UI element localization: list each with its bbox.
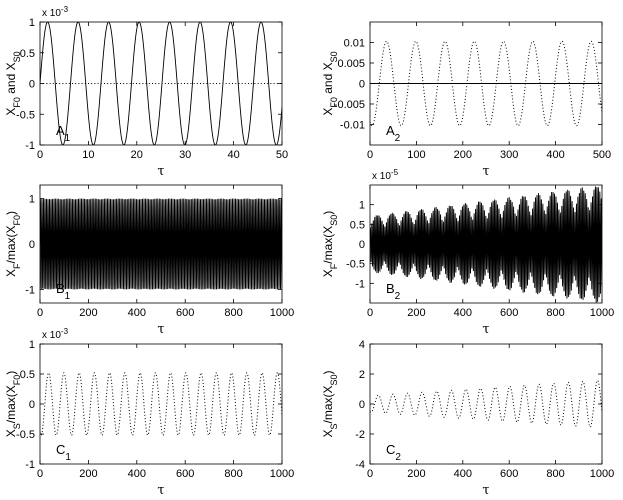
x-tick-label: 400 bbox=[454, 307, 472, 319]
x-tick-label: 600 bbox=[500, 468, 518, 480]
x-axis-label: τ bbox=[157, 322, 164, 337]
y-axis-label: XS/max(XS0) bbox=[321, 370, 339, 437]
y-tick-label: -1 bbox=[25, 459, 35, 471]
x-tick-label: 0 bbox=[367, 149, 373, 161]
y-axis-label: XF0 and XS0 bbox=[321, 51, 339, 115]
x-tick-label: 200 bbox=[407, 307, 425, 319]
x-tick-label: 200 bbox=[79, 468, 97, 480]
x-tick-label: 800 bbox=[546, 307, 564, 319]
y-tick-label: 1 bbox=[29, 194, 35, 206]
series-line-b2-0 bbox=[370, 186, 602, 303]
y-tick-label: 0 bbox=[359, 79, 365, 91]
y-tick-label: 0 bbox=[29, 79, 35, 91]
panel-tag: B2 bbox=[386, 281, 401, 302]
panel-c2: 0 200 400 600 800 1000 4 2 0 -2 -4 τ XS/max(XS0) C2 bbox=[321, 339, 614, 498]
x-tick-label: 400 bbox=[454, 468, 472, 480]
x-tick-label: 400 bbox=[128, 468, 146, 480]
x-tick-label: 0 bbox=[37, 149, 43, 161]
panel-tag: A2 bbox=[386, 123, 401, 144]
y-axis-label: XF0 and XS0 bbox=[4, 51, 22, 115]
x-tick-label: 300 bbox=[500, 149, 518, 161]
panel-a2: 0 100 200 300 400 500 0.01 0.005 0 -0.005 -0.01 τ XF… bbox=[321, 21, 611, 179]
x-tick-label: 0 bbox=[367, 468, 373, 480]
panel-tag: C2 bbox=[386, 442, 401, 463]
y-tick-label: -0.005 bbox=[334, 99, 365, 111]
y-tick-label: 0.5 bbox=[20, 369, 35, 381]
x-tick-label: 200 bbox=[454, 149, 472, 161]
x-tick-label: 0 bbox=[37, 468, 43, 480]
series-line-c2-0 bbox=[370, 379, 602, 428]
x-tick-label: 400 bbox=[546, 149, 564, 161]
y-tick-label: 1 bbox=[359, 200, 365, 212]
x-tick-label: 500 bbox=[593, 149, 611, 161]
x-axis-label: τ bbox=[482, 164, 489, 179]
y-axis-label: XF/max(XF0) bbox=[4, 211, 22, 277]
panel-b2: 0 200 400 600 800 1000 1 0.5 0 -0.5 -1 x 10-5 τ XF/ma… bbox=[321, 168, 614, 337]
x-tick-label: 100 bbox=[407, 149, 425, 161]
y-tick-label: -0.5 bbox=[16, 429, 35, 441]
plot-frame bbox=[39, 343, 283, 465]
y-tick-label: 0 bbox=[359, 399, 365, 411]
x-tick-label: 20 bbox=[131, 149, 143, 161]
y-tick-label: 1 bbox=[29, 17, 35, 29]
x-tick-label: 0 bbox=[37, 307, 43, 319]
y-tick-label: -4 bbox=[355, 459, 365, 471]
x-tick-label: 10 bbox=[82, 149, 94, 161]
x-tick-label: 600 bbox=[500, 307, 518, 319]
x-tick-label: 1000 bbox=[270, 307, 294, 319]
y-tick-label: -0.5 bbox=[16, 109, 35, 121]
x-tick-label: 800 bbox=[224, 307, 242, 319]
y-tick-label: 0.01 bbox=[344, 38, 365, 50]
panel-c1: 0 200 400 600 800 1000 1 0.5 0 -0.5 -1 x 10-3 τ XS/ma… bbox=[4, 327, 294, 498]
x-tick-label: 200 bbox=[79, 307, 97, 319]
x-tick-label: 600 bbox=[176, 307, 194, 319]
x-tick-label: 1000 bbox=[270, 468, 294, 480]
y-tick-label: 0 bbox=[29, 399, 35, 411]
panel-tag: C1 bbox=[56, 442, 71, 463]
panel-a1: 0 10 20 30 40 50 1 0.5 0 -0.5 -1 x 10-3 τ XF0 and XS0… bbox=[4, 5, 288, 179]
axis-multiplier: x 10-3 bbox=[42, 327, 69, 341]
y-tick-label: -1 bbox=[25, 140, 35, 152]
x-tick-label: 400 bbox=[128, 307, 146, 319]
x-tick-label: 1000 bbox=[590, 468, 614, 480]
y-tick-label: -0.01 bbox=[340, 120, 365, 132]
x-axis-label: τ bbox=[157, 164, 164, 179]
x-tick-label: 800 bbox=[546, 468, 564, 480]
series-line-b1-0 bbox=[40, 198, 282, 290]
y-tick-label: 0 bbox=[359, 239, 365, 251]
x-tick-label: 1000 bbox=[590, 307, 614, 319]
y-tick-label: -2 bbox=[355, 429, 365, 441]
plot-frame bbox=[369, 343, 603, 465]
x-tick-label: 30 bbox=[179, 149, 191, 161]
y-axis-label: XF/max(XS0) bbox=[321, 211, 339, 278]
axis-multiplier: x 10-3 bbox=[42, 5, 69, 19]
y-tick-label: -1 bbox=[355, 278, 365, 290]
axis-multiplier: x 10-5 bbox=[372, 168, 399, 182]
y-tick-label: 0.5 bbox=[350, 219, 365, 231]
y-axis-label: XS/max(XF0) bbox=[4, 371, 22, 438]
y-tick-label: 1 bbox=[29, 339, 35, 351]
x-tick-label: 800 bbox=[224, 468, 242, 480]
y-tick-label: 0.005 bbox=[337, 58, 365, 70]
y-tick-label: -0.5 bbox=[346, 259, 365, 271]
x-tick-label: 40 bbox=[227, 149, 239, 161]
y-tick-label: 4 bbox=[359, 339, 365, 351]
x-tick-label: 0 bbox=[367, 307, 373, 319]
y-tick-label: 0 bbox=[29, 239, 35, 251]
series-line-c1-0 bbox=[40, 372, 282, 436]
y-tick-label: -1 bbox=[25, 284, 35, 296]
series-line-a1-0 bbox=[40, 22, 282, 145]
x-tick-label: 600 bbox=[176, 468, 194, 480]
x-axis-label: τ bbox=[482, 322, 489, 337]
y-tick-label: 2 bbox=[359, 369, 365, 381]
series-line-a2-0 bbox=[370, 40, 602, 127]
y-tick-label: 0.5 bbox=[20, 48, 35, 60]
x-axis-label: τ bbox=[157, 483, 164, 498]
x-axis-label: τ bbox=[482, 483, 489, 498]
x-tick-label: 50 bbox=[276, 149, 288, 161]
x-tick-label: 200 bbox=[407, 468, 425, 480]
panel-tag: A1 bbox=[56, 123, 71, 144]
